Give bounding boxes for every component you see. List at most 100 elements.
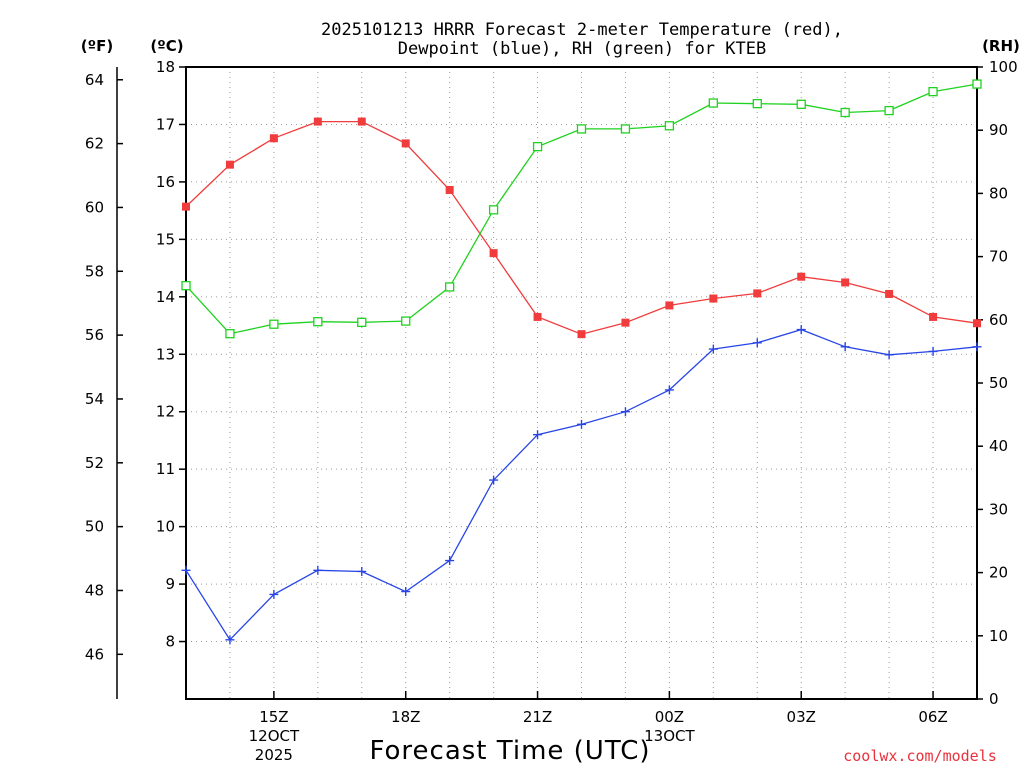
dewpoint-point	[445, 556, 455, 566]
rh-point	[269, 319, 279, 329]
temperature-point	[577, 330, 586, 339]
celsius-tick-label: 8	[165, 633, 175, 651]
dewpoint-point	[489, 475, 499, 485]
fahrenheit-tick-label: 64	[85, 71, 104, 89]
temperature-point	[841, 278, 850, 287]
dewpoint-point	[708, 344, 718, 354]
x-tick-date-label: 12OCT	[249, 727, 300, 745]
celsius-tick-label: 16	[156, 173, 175, 191]
temperature-point	[269, 134, 278, 143]
rh-point	[181, 281, 191, 291]
x-tick-year-label: 2025	[255, 746, 293, 764]
temperature-point	[621, 318, 630, 327]
rh-series	[181, 79, 982, 339]
celsius-tick-label: 15	[156, 230, 175, 248]
rh-point	[401, 316, 411, 326]
dewpoint-point	[225, 635, 235, 645]
rh-tick-label: 90	[989, 121, 1008, 139]
rh-tick-label: 60	[989, 311, 1008, 329]
temperature-point	[225, 160, 234, 169]
rh-tick-label: 50	[989, 374, 1008, 392]
temperature-point	[929, 312, 938, 321]
dewpoint-point	[401, 587, 411, 597]
rh-point	[576, 124, 587, 134]
rh-point	[884, 105, 894, 116]
dewpoint-point	[181, 565, 191, 575]
temperature-point	[885, 289, 894, 298]
dewpoint-point	[577, 419, 586, 429]
rh-point	[532, 141, 543, 152]
x-tick-label: 06Z	[918, 708, 947, 726]
dewpoint-point	[620, 407, 630, 417]
x-tick-date-label: 13OCT	[644, 727, 695, 745]
fahrenheit-tick-label: 56	[85, 326, 104, 344]
temperature-point	[313, 117, 322, 126]
fahrenheit-tick-label: 58	[85, 262, 104, 280]
temperature-point	[182, 202, 190, 211]
rh-unit-label: (RH)	[982, 37, 1020, 55]
rh-point	[488, 205, 499, 215]
rh-point	[708, 98, 718, 108]
dewpoint-point	[796, 325, 806, 335]
dewpoint-point	[357, 566, 367, 576]
rh-point	[752, 99, 762, 109]
celsius-tick-label: 12	[156, 403, 175, 421]
chart-title-line-2: Dewpoint (blue), RH (green) for KTEB	[398, 39, 766, 59]
rh-tick-label: 20	[989, 564, 1008, 582]
fahrenheit-tick-label: 48	[85, 581, 104, 599]
fahrenheit-tick-label: 50	[85, 518, 104, 536]
temperature-point	[357, 117, 366, 126]
x-tick-label: 18Z	[391, 708, 420, 726]
dewpoint-point	[884, 350, 894, 360]
temperature-point	[665, 301, 674, 310]
x-tick-label: 15Z	[259, 708, 288, 726]
x-tick-label: 00Z	[655, 708, 684, 726]
fahrenheit-tick-label: 60	[85, 198, 104, 216]
celsius-unit-label: (ºC)	[150, 37, 183, 55]
rh-tick-label: 40	[989, 437, 1008, 455]
celsius-tick-label: 18	[156, 58, 175, 76]
rh-point	[972, 79, 982, 89]
rh-tick-label: 0	[989, 690, 999, 708]
dewpoint-point	[313, 565, 323, 575]
dewpoint-point	[928, 346, 938, 356]
dewpoint-point	[972, 342, 982, 352]
fahrenheit-tick-label: 62	[85, 135, 104, 153]
rh-point	[796, 99, 806, 109]
rh-line	[185, 83, 978, 335]
celsius-tick-label: 11	[156, 460, 175, 478]
rh-point	[357, 317, 367, 327]
rh-point	[840, 107, 850, 118]
celsius-tick-label: 17	[156, 115, 175, 133]
temperature-point	[709, 294, 718, 303]
dewpoint-series	[181, 325, 982, 645]
chart-title-line-1: 2025101213 HRRR Forecast 2-meter Tempera…	[321, 20, 843, 40]
rh-point	[928, 86, 938, 97]
source-credit: coolwx.com/models	[843, 747, 997, 765]
temperature-point	[401, 139, 410, 148]
celsius-tick-label: 14	[156, 288, 175, 306]
dewpoint-point	[840, 342, 850, 352]
rh-tick-label: 10	[989, 627, 1008, 645]
dewpoint-point	[269, 589, 279, 599]
temperature-point	[753, 289, 762, 298]
dewpoint-point	[752, 338, 762, 348]
temperature-point	[445, 185, 454, 194]
grid-lines	[186, 67, 977, 699]
dewpoint-point	[664, 385, 674, 395]
dewpoint-line	[185, 328, 978, 641]
rh-tick-label: 30	[989, 500, 1008, 518]
temperature-point	[489, 249, 498, 258]
rh-tick-label: 80	[989, 184, 1008, 202]
rh-point	[664, 121, 675, 131]
temperature-point	[973, 319, 981, 328]
x-axis-label: Forecast Time (UTC)	[369, 736, 650, 766]
x-tick-label: 03Z	[787, 708, 816, 726]
rh-tick-label: 100	[989, 58, 1018, 76]
celsius-tick-label: 13	[156, 345, 175, 363]
temperature-point	[797, 272, 806, 281]
rh-point	[620, 124, 631, 134]
rh-point	[313, 317, 323, 327]
dewpoint-point	[533, 430, 543, 440]
